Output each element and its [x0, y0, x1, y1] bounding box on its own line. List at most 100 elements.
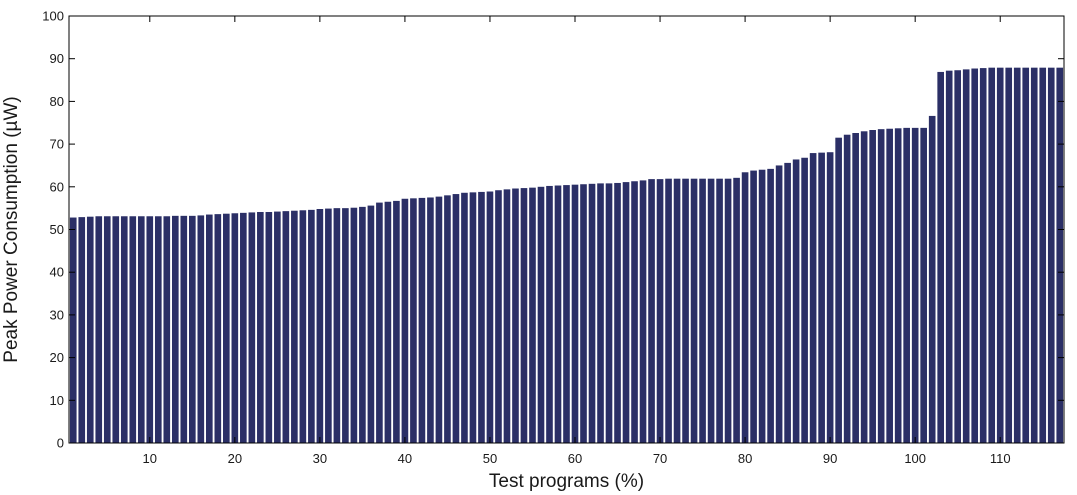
bar	[129, 216, 137, 443]
bar	[495, 190, 502, 443]
bar	[920, 127, 927, 444]
bar	[469, 192, 477, 443]
bar	[801, 157, 808, 443]
bar	[274, 211, 281, 443]
bar	[478, 191, 485, 443]
bar	[401, 198, 409, 443]
y-tick-label: 70	[50, 137, 64, 152]
x-tick-label: 110	[990, 451, 1011, 466]
x-tick-label: 10	[143, 451, 157, 466]
bar	[792, 159, 800, 443]
bar	[350, 207, 358, 443]
bar	[886, 128, 893, 444]
bar	[120, 216, 128, 443]
bar	[1039, 67, 1047, 444]
bar	[809, 153, 817, 443]
bar	[682, 178, 689, 443]
bar	[741, 172, 749, 443]
y-tick-label: 30	[50, 307, 64, 322]
x-tick-label: 40	[398, 451, 412, 466]
ticks-group: 0 10 20 30 40 50 60 70 80 90 100 10 20 30 40 50 60 70 80 90…	[42, 9, 1064, 466]
bar	[1030, 67, 1038, 444]
bar	[665, 178, 672, 443]
bar	[971, 68, 979, 444]
x-tick-label: 60	[568, 451, 582, 466]
bar	[163, 216, 171, 443]
bar	[537, 186, 545, 444]
bar	[724, 178, 732, 443]
bar	[733, 177, 740, 443]
bar	[171, 215, 179, 443]
bar	[189, 215, 196, 443]
bar	[580, 184, 587, 444]
bars-group	[69, 67, 1064, 444]
bar	[265, 211, 273, 443]
x-tick-label: 100	[904, 451, 926, 466]
bar	[1047, 67, 1055, 444]
bar	[248, 212, 256, 443]
bar	[767, 168, 774, 443]
bar	[945, 70, 953, 443]
bar	[699, 178, 706, 443]
bar	[622, 182, 630, 443]
y-tick-label: 80	[50, 94, 64, 109]
bar	[996, 67, 1004, 444]
bar	[979, 68, 987, 443]
bar	[103, 216, 111, 443]
bar	[112, 216, 120, 443]
bar	[69, 217, 77, 443]
bar	[775, 165, 783, 443]
bar	[452, 194, 460, 443]
bar	[342, 208, 349, 443]
bar	[86, 216, 94, 443]
y-tick-label: 60	[50, 179, 64, 194]
bar	[835, 137, 842, 443]
bar	[843, 134, 851, 443]
bar	[716, 178, 723, 443]
bar	[571, 184, 579, 444]
y-tick-label: 50	[50, 222, 64, 237]
x-tick-label: 80	[738, 451, 752, 466]
y-tick-label: 20	[50, 350, 64, 365]
bar	[223, 213, 230, 443]
y-tick-label: 10	[50, 393, 64, 408]
bar	[197, 215, 205, 443]
bar	[282, 211, 290, 443]
bar	[656, 179, 664, 444]
bar	[299, 210, 307, 443]
bar	[750, 170, 757, 443]
bar	[690, 178, 698, 443]
bar	[444, 195, 451, 443]
bar	[384, 201, 392, 443]
bar	[240, 212, 247, 443]
bar	[614, 182, 621, 443]
bar	[639, 180, 647, 443]
x-tick-label: 50	[483, 451, 497, 466]
bar	[461, 192, 468, 443]
x-tick-label: 70	[653, 451, 667, 466]
bar	[512, 188, 519, 443]
bar	[291, 210, 298, 443]
y-tick-label: 40	[50, 265, 64, 280]
bar	[962, 69, 970, 444]
x-tick-label: 30	[313, 451, 327, 466]
bar	[911, 127, 919, 444]
bar	[325, 208, 332, 443]
bar	[852, 133, 859, 443]
y-tick-label: 0	[57, 436, 64, 451]
bar	[206, 214, 213, 443]
bar	[860, 131, 868, 444]
bar	[503, 189, 511, 443]
bar	[257, 211, 264, 443]
bar	[376, 202, 383, 443]
bar	[937, 71, 944, 443]
bar	[427, 197, 434, 443]
bar	[316, 209, 324, 443]
bar	[546, 185, 553, 443]
y-axis-title: Peak Power Consumption (µW)	[1, 96, 22, 362]
bar	[631, 181, 638, 443]
bar	[877, 129, 885, 443]
bar	[95, 216, 103, 443]
